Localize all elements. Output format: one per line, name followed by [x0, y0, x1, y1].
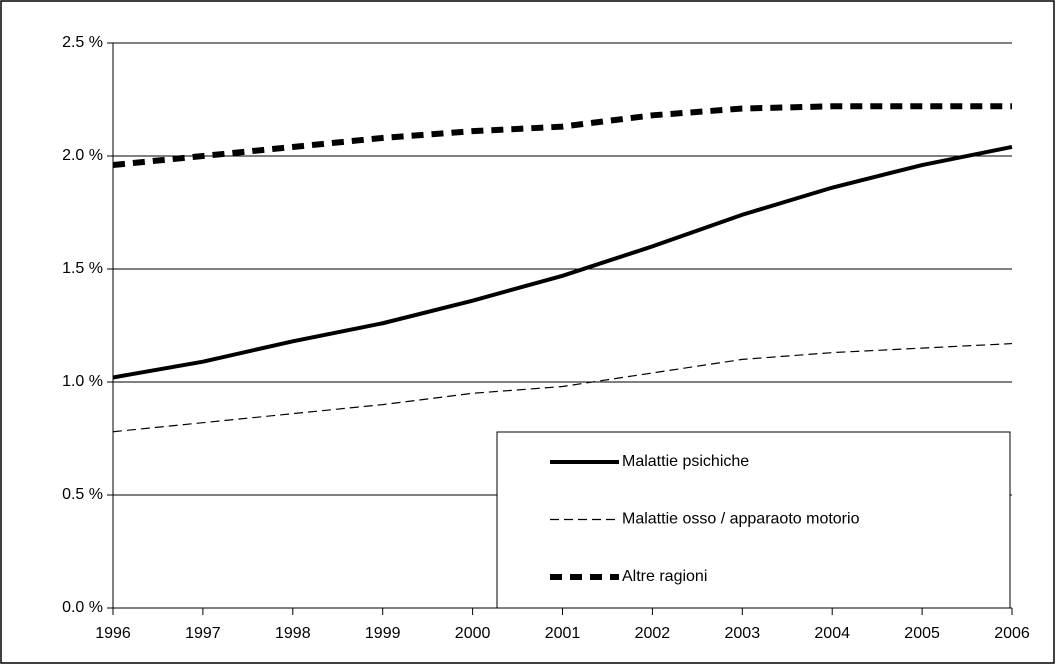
- x-tick-label: 2004: [814, 625, 850, 642]
- x-tick-label: 1998: [275, 625, 311, 642]
- x-tick-label: 2000: [455, 625, 491, 642]
- x-tick-label: 2002: [635, 625, 671, 642]
- x-tick-label: 1999: [365, 625, 401, 642]
- x-tick-label: 2001: [545, 625, 581, 642]
- line-series: [112, 144, 1013, 380]
- x-tick-label: 1997: [185, 625, 221, 642]
- x-tick-label: 2005: [904, 625, 940, 642]
- line-series: [112, 103, 1012, 169]
- legend-label: Malattie psichiche: [622, 453, 749, 470]
- y-tick-label: 0.0 %: [62, 599, 103, 616]
- line-series: [112, 342, 1013, 433]
- legend-label: Malattie osso / apparaoto motorio: [622, 511, 860, 528]
- y-tick-label: 1.5 %: [62, 260, 103, 277]
- y-tick-label: 0.5 %: [62, 486, 103, 503]
- x-tick-label: 2006: [994, 625, 1030, 642]
- x-tick-label: 2003: [725, 625, 761, 642]
- y-tick-label: 2.5 %: [62, 34, 103, 51]
- y-tick-label: 2.0 %: [62, 147, 103, 164]
- y-tick-label: 1.0 %: [62, 373, 103, 390]
- x-tick-label: 1996: [95, 625, 131, 642]
- legend-label: Altre ragioni: [622, 568, 707, 585]
